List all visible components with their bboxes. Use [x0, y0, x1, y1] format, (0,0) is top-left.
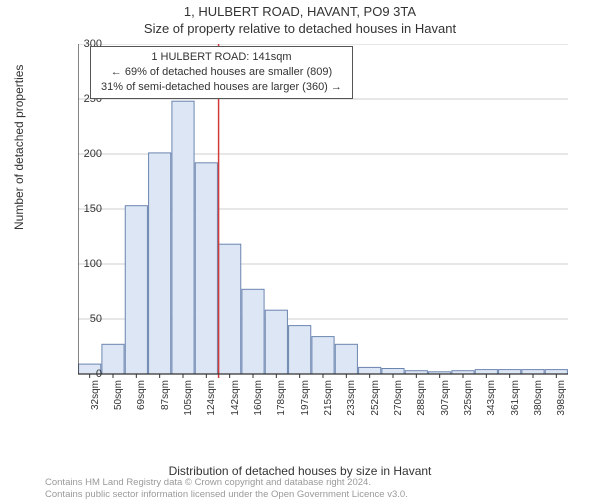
ytick-label: 200 [84, 148, 102, 160]
xtick-label: 233sqm [346, 380, 357, 420]
footer-line1: Contains HM Land Registry data © Crown c… [45, 477, 408, 489]
ytick-label: 0 [96, 368, 102, 380]
xtick-label: 178sqm [276, 380, 287, 420]
xtick-label: 69sqm [136, 380, 147, 420]
annotation-box: 1 HULBERT ROAD: 141sqm ← 69% of detached… [90, 46, 353, 99]
xtick-label: 343sqm [486, 380, 497, 420]
annotation-line1: 1 HULBERT ROAD: 141sqm [101, 50, 342, 65]
annotation-line3: 31% of semi-detached houses are larger (… [101, 80, 342, 95]
x-axis-label: Distribution of detached houses by size … [0, 464, 600, 478]
ytick-label: 50 [90, 313, 102, 325]
title-address: 1, HULBERT ROAD, HAVANT, PO9 3TA [0, 4, 600, 19]
title-subtitle: Size of property relative to detached ho… [0, 21, 600, 36]
xtick-label: 288sqm [416, 380, 427, 420]
ytick-label: 100 [84, 258, 102, 270]
xtick-label: 307sqm [440, 380, 451, 420]
xtick-label: 87sqm [160, 380, 171, 420]
chart-area [78, 44, 568, 416]
xtick-label: 32sqm [90, 380, 101, 420]
xtick-label: 197sqm [300, 380, 311, 420]
footer-line2: Contains public sector information licen… [45, 489, 408, 501]
xtick-label: 380sqm [533, 380, 544, 420]
xtick-label: 160sqm [253, 380, 264, 420]
annotation-line2: ← 69% of detached houses are smaller (80… [101, 65, 342, 80]
xtick-label: 142sqm [230, 380, 241, 420]
xtick-label: 361sqm [510, 380, 521, 420]
footer-attribution: Contains HM Land Registry data © Crown c… [45, 477, 408, 501]
y-axis-label: Number of detached properties [12, 65, 26, 230]
xtick-label: 215sqm [323, 380, 334, 420]
xtick-label: 252sqm [370, 380, 381, 420]
xtick-label: 398sqm [556, 380, 567, 420]
xtick-label: 50sqm [113, 380, 124, 420]
xtick-label: 270sqm [393, 380, 404, 420]
bar-chart [78, 44, 568, 416]
xtick-label: 124sqm [206, 380, 217, 420]
xtick-label: 325sqm [463, 380, 474, 420]
ytick-label: 150 [84, 203, 102, 215]
xtick-label: 105sqm [183, 380, 194, 420]
